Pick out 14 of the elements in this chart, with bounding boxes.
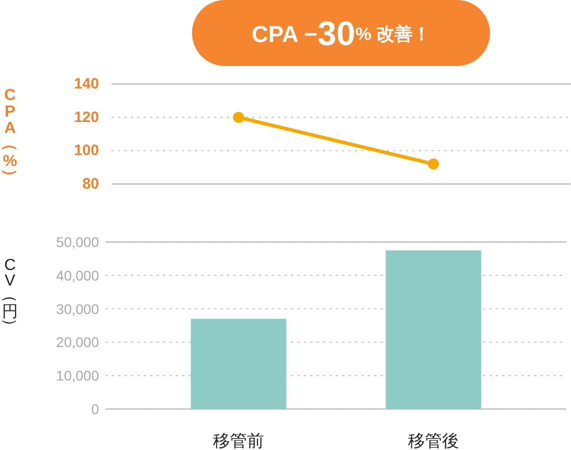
x-tick-label: 移管後 xyxy=(408,432,459,450)
y-tick-label: 30,000 xyxy=(56,300,100,317)
y-tick-label: 80 xyxy=(82,176,99,192)
y-tick-label: 10,000 xyxy=(56,368,100,384)
y-tick-label: 20,000 xyxy=(56,334,100,350)
y-tick-label: 0 xyxy=(91,401,100,417)
y-tick-label: 40,000 xyxy=(56,267,100,284)
y-axis-title: CPA（%） xyxy=(1,87,18,184)
y-axis-title: CV（円） xyxy=(1,257,18,334)
y-tick-label: 100 xyxy=(74,142,99,160)
y-tick-label: 50,000 xyxy=(56,234,100,250)
y-tick-label: 140 xyxy=(74,76,99,92)
y-tick-label: 120 xyxy=(74,108,99,126)
x-tick-label: 移管前 xyxy=(213,432,264,450)
